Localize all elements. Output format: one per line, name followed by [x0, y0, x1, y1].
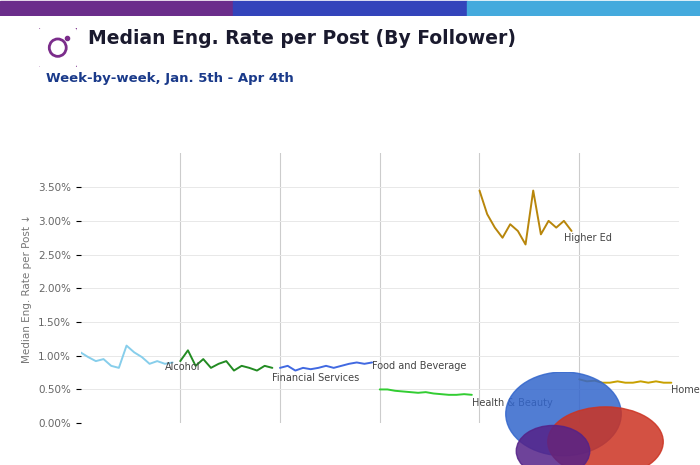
Text: Higher Ed: Higher Ed — [564, 233, 612, 243]
Text: Rival: Rival — [623, 428, 654, 438]
Ellipse shape — [547, 407, 664, 465]
Ellipse shape — [517, 425, 589, 465]
Bar — [467, 1, 700, 15]
Bar — [233, 1, 467, 15]
Y-axis label: Median Eng. Rate per Post ↓: Median Eng. Rate per Post ↓ — [22, 214, 32, 363]
Text: Health & Beauty: Health & Beauty — [472, 398, 552, 407]
Text: Home Decor: Home Decor — [671, 385, 700, 395]
Text: Median Eng. Rate per Post (By Follower): Median Eng. Rate per Post (By Follower) — [88, 29, 515, 48]
Text: IQ: IQ — [629, 446, 648, 461]
Text: Week-by-week, Jan. 5th - Apr 4th: Week-by-week, Jan. 5th - Apr 4th — [46, 72, 293, 85]
Bar — [0, 1, 233, 15]
Text: Alcohol: Alcohol — [165, 363, 200, 372]
Text: Food and Beverage: Food and Beverage — [372, 361, 466, 371]
Text: Financial Services: Financial Services — [272, 373, 360, 383]
Ellipse shape — [505, 372, 622, 456]
